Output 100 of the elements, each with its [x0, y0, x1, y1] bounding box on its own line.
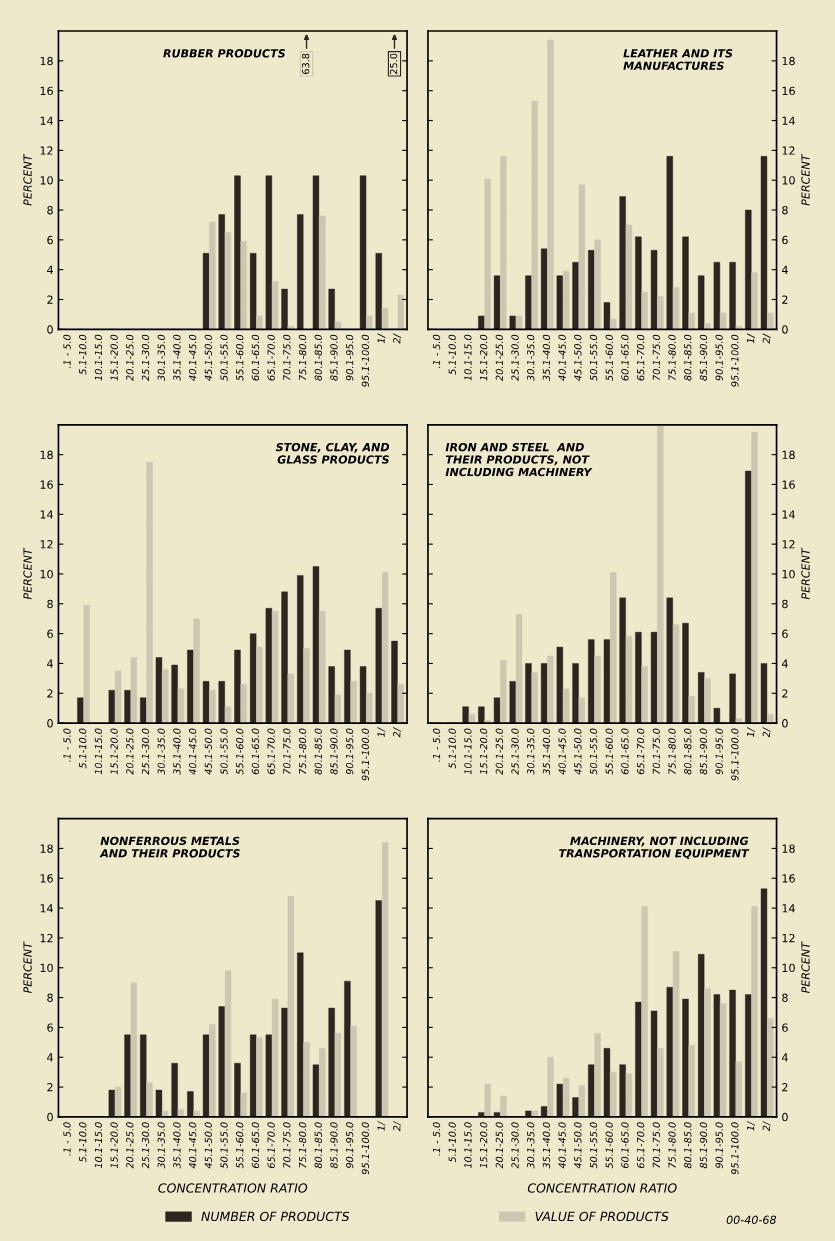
y-tick-label: 8 [782, 205, 788, 215]
x-tick-label: 45.1-50.0 [204, 334, 213, 381]
x-tick-label: 75.1-80.0 [298, 334, 307, 381]
x-tick-label: 40.1-45.0 [558, 1122, 566, 1169]
y-axis-title: PERCENT [801, 153, 810, 206]
x-axis-title: CONCENTRATION RATIO [158, 1183, 308, 1193]
x-tick-label: 65.1-70.0 [267, 334, 275, 381]
x-tick-label: 20.1-25.0 [495, 1122, 504, 1169]
x-tick-label: 35.1-40.0 [173, 1122, 181, 1169]
x-tick-label: 70.1-75.0 [652, 1122, 661, 1168]
y-tick-label: 18 [40, 56, 53, 66]
x-tick-label: 1/ [747, 333, 756, 344]
x-tick-label: 10.1-15.0 [464, 334, 472, 381]
x-tick-label: 75.1-80.0 [668, 334, 676, 381]
x-tick-label: 60.1-65.0 [251, 1122, 260, 1168]
x-tick-label: 35.1-40.0 [542, 728, 551, 775]
y-tick-label: 16 [40, 86, 53, 96]
y-tick-label: 4 [47, 659, 53, 668]
x-tick-label: 2/ [762, 1120, 771, 1132]
x-tick-label: 40.1-45.0 [188, 1122, 197, 1169]
x-tick-label: 90.1-95.0 [345, 334, 354, 381]
x-tick-label: 85.1-90.0 [699, 1122, 708, 1169]
x-tick-label: 80.1-85.0 [314, 334, 322, 381]
y-tick-label: 18 [40, 450, 53, 460]
y-tick-label: 0 [782, 325, 788, 334]
y-tick-label: 0 [47, 719, 53, 728]
x-tick-label: 90.1-95.0 [715, 1122, 723, 1169]
y-tick-label: 18 [40, 844, 53, 853]
x-tick-label: 20.1-25.0 [126, 1122, 134, 1169]
x-tick-label: .1 - 5.0 [432, 334, 441, 369]
y-tick-label: 6 [782, 1023, 788, 1032]
x-tick-label: 40.1-45.0 [558, 334, 566, 381]
x-tick-label: 15.1-20.0 [479, 334, 488, 381]
x-tick-label: .1 - 5.0 [432, 1122, 441, 1156]
x-tick-label: 30.1-35.0 [157, 1122, 165, 1169]
x-tick-label: 70.1-75.0 [283, 334, 291, 381]
y-tick-label: 14 [782, 116, 795, 125]
y-axis-title: PERCENT [23, 941, 32, 994]
y-tick-label: 14 [40, 510, 53, 519]
x-tick-label: 25.1-30.0 [141, 334, 150, 381]
x-tick-label: 10.1-15.0 [94, 728, 103, 775]
x-tick-label: 2/ [393, 727, 402, 738]
y-tick-label: 12 [782, 540, 795, 549]
y-tick-label: 8 [47, 599, 53, 609]
x-tick-label: 55.1-60.0 [605, 334, 613, 381]
x-tick-label: 50.1-55.0 [589, 334, 598, 381]
y-tick-label: 10 [40, 176, 53, 185]
y-tick-label: 14 [40, 904, 53, 913]
x-tick-label: 45.1-50.0 [574, 334, 582, 381]
y-tick-label: 8 [782, 993, 788, 1002]
text: LEATHER AND ITS MANUFACTURES [623, 49, 733, 70]
x-tick-label: 70.1-75.0 [283, 1122, 291, 1168]
x-tick-label: 55.1-60.0 [236, 728, 244, 775]
y-tick-label: 2 [47, 1083, 53, 1092]
x-tick-label: 1/ [377, 727, 386, 737]
y-tick-label: 4 [781, 265, 788, 274]
x-tick-label: 60.1-65.0 [621, 1122, 629, 1168]
x-tick-label: 15.1-20.0 [479, 1122, 488, 1169]
y-tick-label: 6 [782, 235, 788, 245]
x-tick-label: 75.1-80.0 [298, 728, 307, 774]
x-tick-label: .1 - 5.0 [63, 1122, 71, 1156]
x-tick-label: 75.1-80.0 [668, 1122, 676, 1168]
legend-label: NUMBER OF PRODUCTS [201, 1211, 350, 1222]
y-tick-label: 0 [47, 1112, 53, 1122]
x-tick-label: 90.1-95.0 [715, 728, 723, 775]
x-tick-label: 25.1-30.0 [141, 1122, 150, 1169]
x-tick-label: 55.1-60.0 [236, 334, 244, 381]
y-tick-label: 4 [47, 265, 53, 274]
y-tick-label: 16 [782, 86, 795, 96]
x-tick-label: 50.1-55.0 [589, 1122, 598, 1169]
x-tick-label: 60.1-65.0 [621, 728, 629, 775]
x-tick-label: 75.1-80.0 [298, 1122, 307, 1168]
x-tick-label: 85.1-90.0 [330, 334, 338, 381]
y-tick-label: 12 [40, 146, 53, 155]
x-tick-label: 85.1-90.0 [330, 728, 338, 775]
y-axis-title: PERCENT [801, 941, 810, 994]
x-tick-label: 30.1-35.0 [527, 1122, 535, 1169]
x-tick-label: 10.1-15.0 [94, 334, 103, 381]
x-tick-label: 5.1-10.0 [79, 1122, 87, 1163]
x-tick-label: 95.1-100.0 [361, 334, 370, 387]
x-tick-label: 1/ [377, 333, 386, 344]
x-tick-label: .1 - 5.0 [432, 728, 441, 762]
x-tick-label: 60.1-65.0 [251, 728, 260, 775]
x-tick-label: 10.1-15.0 [94, 1122, 103, 1169]
x-tick-label: 85.1-90.0 [699, 334, 708, 381]
x-tick-label: 75.1-80.0 [668, 728, 676, 774]
y-tick-label: 6 [47, 1023, 53, 1032]
x-tick-label: 60.1-65.0 [621, 334, 629, 381]
x-tick-label: 5.1-10.0 [79, 334, 87, 375]
y-tick-label: 18 [782, 844, 795, 853]
x-tick-label: 90.1-95.0 [345, 1122, 354, 1169]
x-tick-label: .1 - 5.0 [63, 334, 71, 369]
x-tick-label: 5.1-10.0 [79, 728, 87, 769]
x-tick-label: 70.1-75.0 [652, 334, 661, 381]
x-tick-label: 10.1-15.0 [464, 728, 472, 775]
x-tick-label: 10.1-15.0 [464, 1122, 472, 1169]
x-tick-label: 45.1-50.0 [204, 1122, 213, 1169]
x-tick-label: 25.1-30.0 [511, 1122, 519, 1169]
y-tick-label: 6 [782, 629, 788, 639]
x-tick-label: 20.1-25.0 [126, 728, 134, 775]
